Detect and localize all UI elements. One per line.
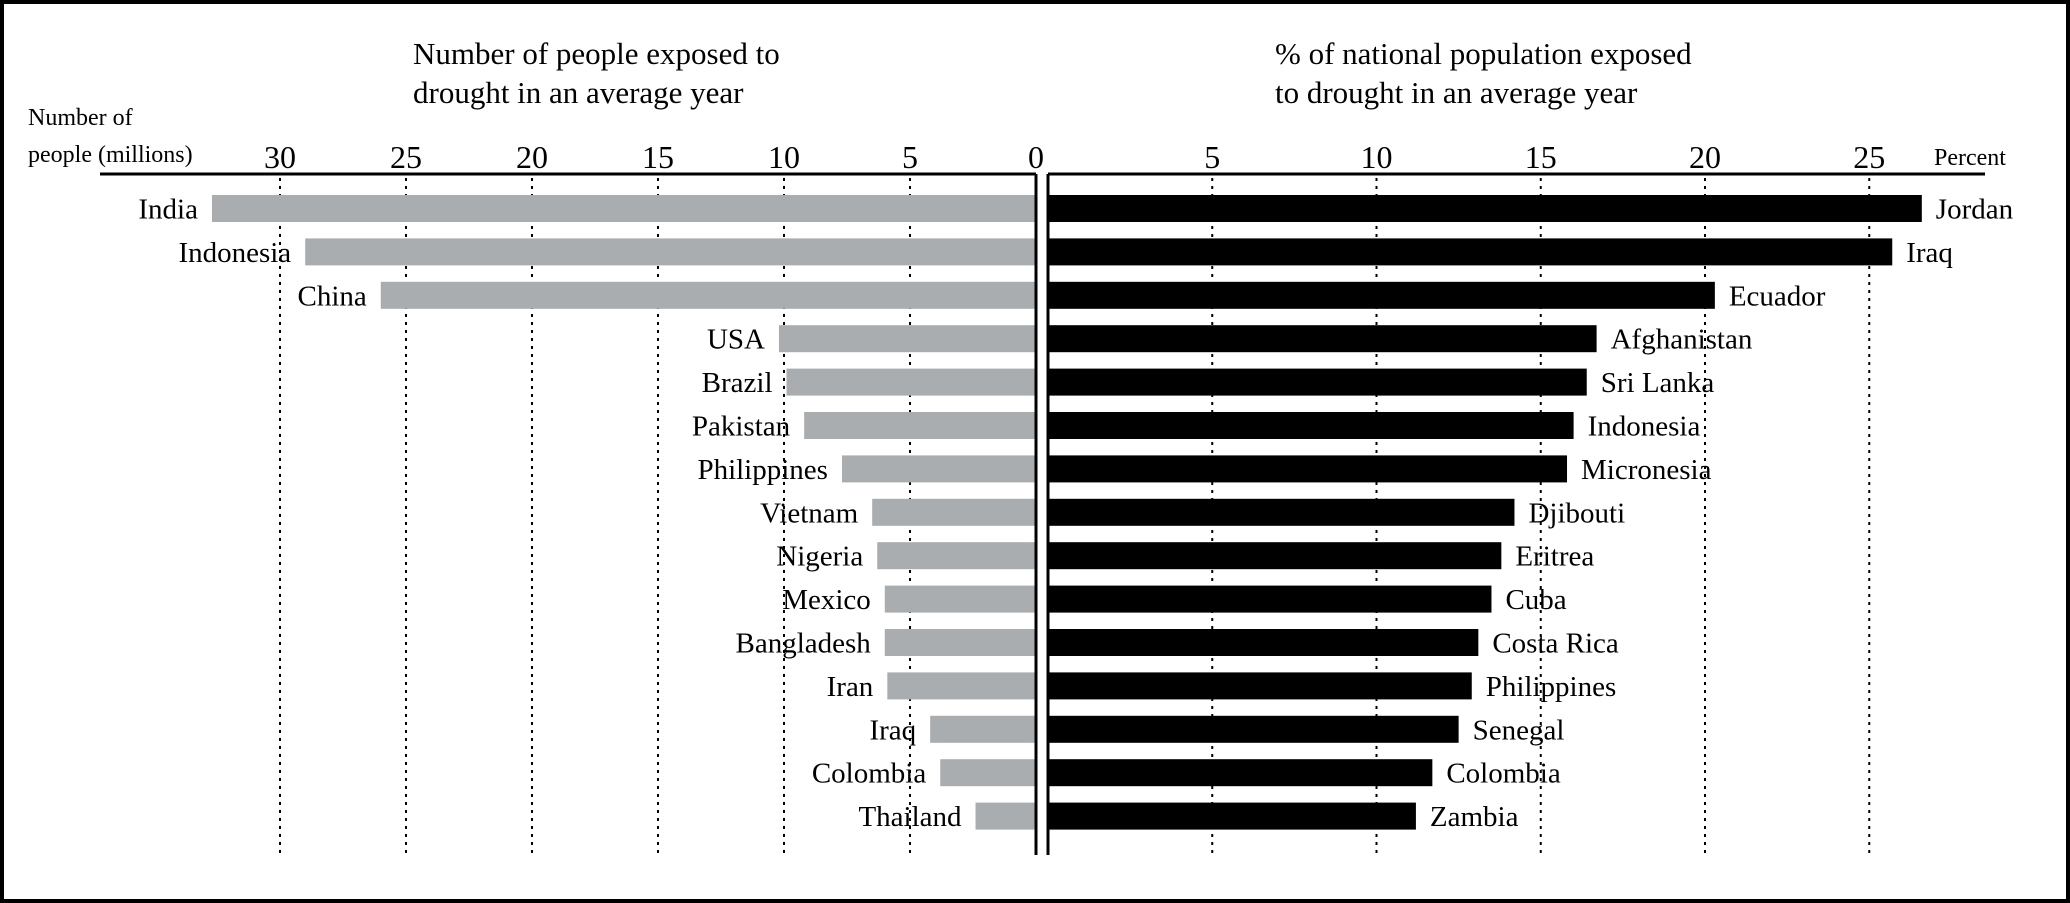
right-category-label-sri-lanka: Sri Lanka — [1601, 367, 1715, 399]
left-category-label-usa: USA — [707, 324, 765, 356]
left-bar-vietnam — [872, 498, 1036, 526]
right-category-label-ecuador: Ecuador — [1729, 280, 1826, 312]
right-tick-label-20: 20 — [1689, 139, 1721, 175]
right-category-label-micronesia: Micronesia — [1581, 454, 1712, 486]
left-chart-title-line-2: drought in an average year — [413, 75, 744, 110]
left-bar-brazil — [786, 368, 1036, 396]
left-tick-label-30: 30 — [264, 139, 296, 175]
left-category-label-colombia: Colombia — [812, 758, 927, 790]
left-tick-label-15: 15 — [642, 139, 674, 175]
right-bar-afghanistan — [1048, 325, 1597, 353]
right-bar-micronesia — [1048, 455, 1568, 483]
right-category-label-afghanistan: Afghanistan — [1611, 324, 1753, 356]
right-bar-cuba — [1048, 585, 1492, 613]
left-chart-title-line-1: Number of people exposed to — [413, 36, 780, 71]
right-tick-label-5: 5 — [1204, 139, 1220, 175]
right-bar-ecuador — [1048, 281, 1715, 309]
left-bar-pakistan — [804, 412, 1036, 439]
category-labels: IndiaIndonesiaChinaUSABrazilPakistanPhil… — [138, 194, 2013, 834]
right-bar-senegal — [1048, 715, 1459, 743]
right-category-label-costa-rica: Costa Rica — [1492, 628, 1619, 660]
left-tick-label-0: 0 — [1028, 139, 1044, 175]
right-chart-title-line-1: % of national population exposed — [1275, 36, 1692, 71]
right-bar-zambia — [1048, 802, 1416, 830]
axes — [100, 172, 1985, 855]
left-bar-india — [211, 195, 1036, 222]
bars — [211, 195, 1922, 830]
left-bar-iraq — [930, 715, 1036, 743]
left-bar-indonesia — [305, 238, 1036, 266]
right-category-label-philippines: Philippines — [1486, 671, 1617, 703]
right-bar-iraq — [1048, 238, 1893, 266]
right-category-label-indonesia: Indonesia — [1588, 411, 1701, 443]
left-bar-colombia — [940, 759, 1036, 787]
left-axis-label-line-1: Number of — [28, 105, 133, 131]
left-tick-label-25: 25 — [390, 139, 422, 175]
left-tick-label-5: 5 — [902, 139, 918, 175]
right-tick-label-15: 15 — [1525, 139, 1557, 175]
left-bar-nigeria — [877, 542, 1036, 570]
right-bar-jordan — [1048, 195, 1922, 222]
right-bar-sri-lanka — [1048, 368, 1587, 396]
right-bar-eritrea — [1048, 542, 1502, 570]
left-category-label-india: India — [138, 194, 198, 226]
left-bar-china — [380, 281, 1036, 309]
right-category-label-senegal: Senegal — [1473, 714, 1565, 746]
right-chart-title-line-2: to drought in an average year — [1275, 75, 1638, 110]
right-category-label-jordan: Jordan — [1936, 194, 2014, 226]
left-bar-mexico — [884, 585, 1036, 613]
right-bar-costa-rica — [1048, 629, 1479, 656]
right-category-label-colombia: Colombia — [1446, 758, 1561, 790]
right-bar-indonesia — [1048, 412, 1574, 439]
left-bar-iran — [887, 672, 1036, 700]
left-category-label-iraq: Iraq — [869, 714, 916, 746]
tick-labels: 0 5 10 15 20 25 30 5 10 15 20 25 — [264, 139, 1885, 175]
right-axis-label: Percent — [1934, 145, 2006, 171]
right-bar-djibouti — [1048, 498, 1515, 526]
left-category-label-bangladesh: Bangladesh — [735, 628, 871, 660]
left-category-label-iran: Iran — [827, 671, 874, 703]
right-category-label-zambia: Zambia — [1430, 801, 1519, 833]
left-category-label-mexico: Mexico — [782, 584, 871, 616]
left-tick-label-20: 20 — [516, 139, 548, 175]
left-category-label-indonesia: Indonesia — [178, 237, 291, 269]
left-category-label-thailand: Thailand — [858, 801, 962, 833]
left-tick-label-10: 10 — [768, 139, 800, 175]
right-category-label-djibouti: Djibouti — [1528, 497, 1625, 529]
left-bar-thailand — [975, 802, 1036, 830]
right-bar-colombia — [1048, 759, 1433, 787]
right-category-label-cuba: Cuba — [1505, 584, 1566, 616]
right-category-label-iraq: Iraq — [1906, 237, 1953, 269]
left-category-label-nigeria: Nigeria — [776, 541, 863, 573]
left-axis-label-line-2: people (millions) — [28, 142, 193, 168]
right-tick-label-10: 10 — [1361, 139, 1393, 175]
right-tick-label-25: 25 — [1853, 139, 1885, 175]
right-category-label-eritrea: Eritrea — [1515, 541, 1594, 573]
left-bar-bangladesh — [884, 629, 1036, 656]
left-category-label-philippines: Philippines — [697, 454, 828, 486]
left-bar-philippines — [841, 455, 1036, 483]
right-bar-philippines — [1048, 672, 1472, 700]
left-category-label-vietnam: Vietnam — [760, 497, 859, 529]
left-category-label-china: China — [298, 280, 367, 312]
left-category-label-brazil: Brazil — [702, 367, 773, 399]
left-category-label-pakistan: Pakistan — [692, 411, 791, 443]
left-bar-usa — [778, 325, 1036, 353]
